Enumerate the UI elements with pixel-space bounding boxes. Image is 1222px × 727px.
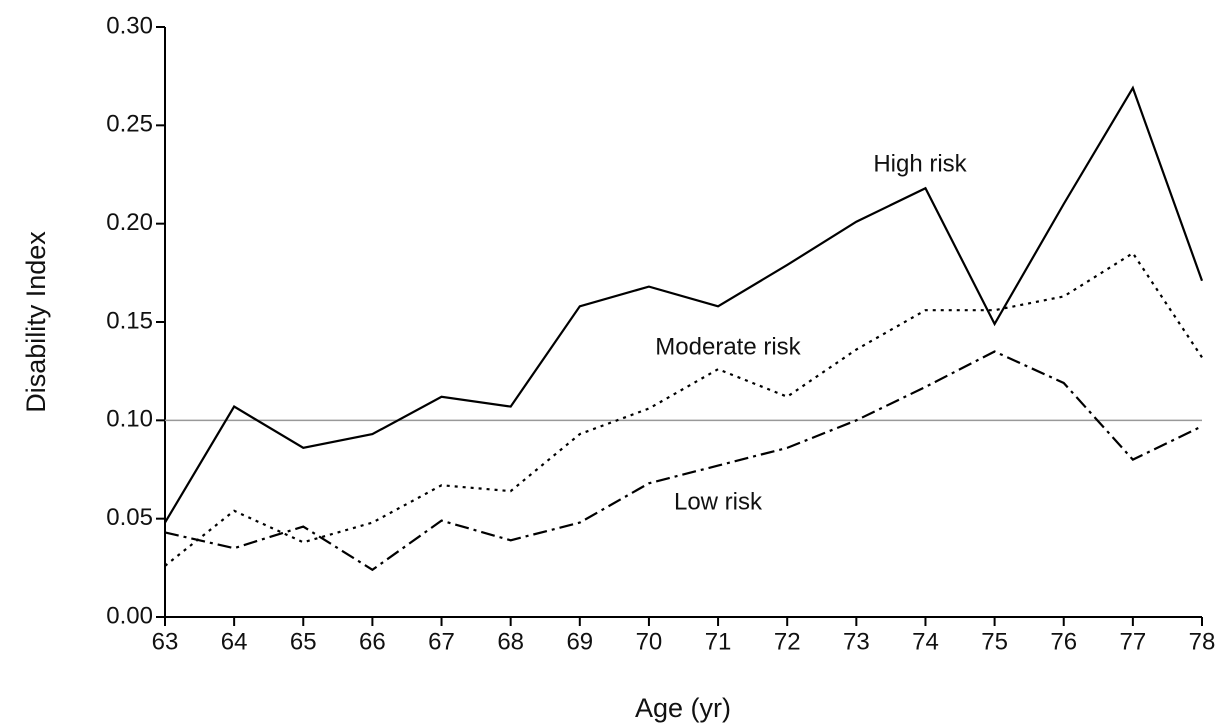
x-tick-label: 71 xyxy=(705,628,732,655)
y-tick-label: 0.30 xyxy=(106,12,153,39)
x-tick-label: 74 xyxy=(912,628,939,655)
y-tick-label: 0.00 xyxy=(106,602,153,629)
x-tick-label: 75 xyxy=(981,628,1008,655)
series-label: Moderate risk xyxy=(655,333,801,360)
x-tick-label: 68 xyxy=(497,628,524,655)
series-line xyxy=(164,85,1204,524)
x-tick-label: 64 xyxy=(221,628,248,655)
series-line xyxy=(164,251,1203,567)
x-tick-label: 73 xyxy=(843,628,870,655)
x-tick-label: 70 xyxy=(636,628,663,655)
x-tick-label: 63 xyxy=(152,628,179,655)
y-tick-label: 0.05 xyxy=(106,504,153,531)
series-label: High risk xyxy=(873,150,967,177)
x-tick-label: 66 xyxy=(359,628,386,655)
series-line xyxy=(164,350,1203,572)
y-tick-label: 0.15 xyxy=(106,307,153,334)
y-tick-label: 0.10 xyxy=(106,406,153,433)
x-tick-label: 69 xyxy=(566,628,593,655)
y-axis-label: Disability Index xyxy=(21,231,51,413)
y-tick-label: 0.20 xyxy=(106,209,153,236)
y-tick-label: 0.25 xyxy=(106,111,153,138)
x-tick-label: 77 xyxy=(1120,628,1147,655)
x-tick-label: 78 xyxy=(1189,628,1216,655)
x-tick-label: 76 xyxy=(1050,628,1077,655)
x-tick-label: 65 xyxy=(290,628,317,655)
x-axis-label: Age (yr) xyxy=(635,693,731,723)
x-tick-label: 72 xyxy=(774,628,801,655)
series-label: Low risk xyxy=(674,488,763,515)
x-tick-label: 67 xyxy=(428,628,455,655)
